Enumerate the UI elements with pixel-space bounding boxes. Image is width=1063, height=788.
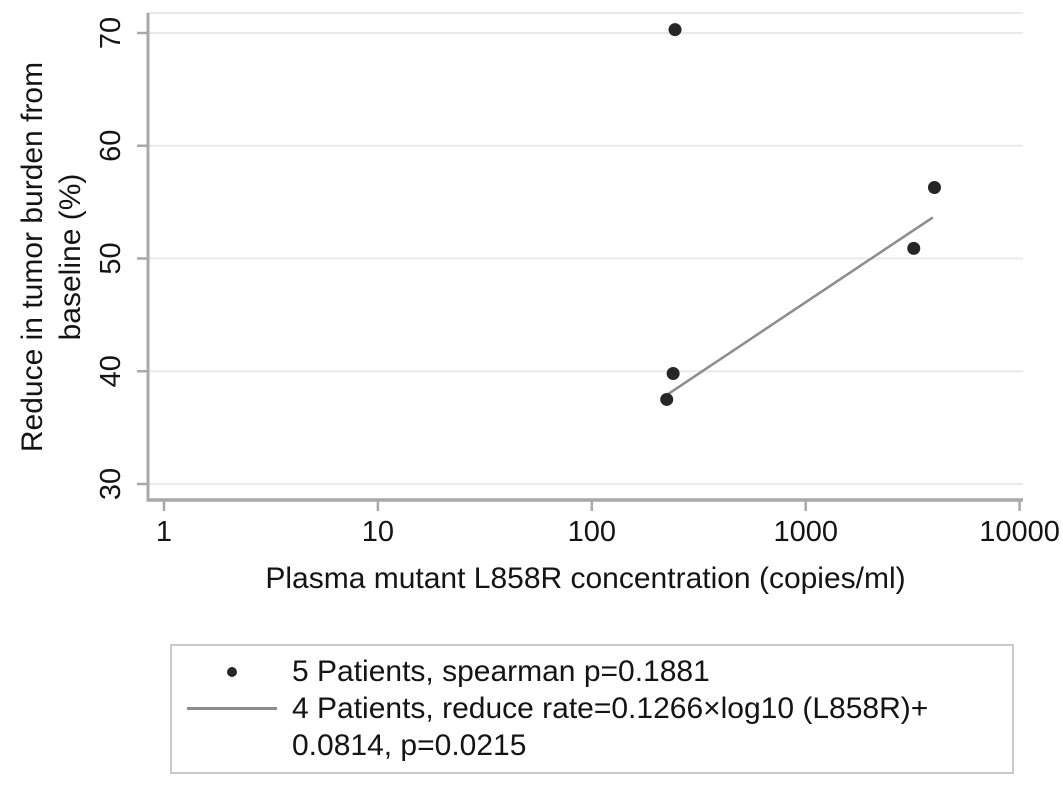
y-axis-title-line1: Reduce in tumor burden from [16,61,49,453]
legend-entry-fitline-wrap: 0.0814, p=0.0215 [172,727,1008,764]
legend-entry-fitline: 4 Patients, reduce rate=0.1266×log10 (L8… [172,690,1008,727]
legend-entry-scatter: 5 Patients, spearman p=0.1881 [172,653,1008,690]
scatter-plot: 30 40 50 60 70 1 10 100 1000 10000 [95,12,1060,548]
data-point [927,180,941,194]
regression-line [667,216,934,396]
y-axis-title-line2: baseline (%) [54,173,87,341]
legend-entry-fitline-label: 4 Patients, reduce rate=0.1266×log10 (L8… [292,691,929,725]
y-axis-title: Reduce in tumor burden from baseline (%) [14,0,90,517]
legend-marker-cell [172,707,292,710]
data-point [668,23,682,37]
x-tick-label: 1 [156,516,172,548]
x-axis-title: Plasma mutant L858R concentration (copie… [265,562,906,595]
x-tick-label: 10 [362,516,394,548]
legend-entry-fitline-label-line2: 0.0814, p=0.0215 [292,728,527,762]
data-point [660,392,674,406]
legend-entry-scatter-label: 5 Patients, spearman p=0.1881 [292,654,710,688]
x-tick-label: 1000 [773,516,838,548]
x-tick-label: 10000 [979,516,1060,548]
data-point [666,367,680,381]
data-point [907,241,921,255]
y-tick-label: 50 [95,242,127,274]
legend-box: 5 Patients, spearman p=0.1881 4 Patients… [170,644,1014,774]
line-marker-icon [187,707,277,710]
legend-marker-cell [172,666,292,677]
y-tick-label: 30 [95,468,127,500]
y-tick-label: 40 [95,355,127,387]
y-tick-label: 70 [95,17,127,49]
y-tick-label: 60 [95,130,127,162]
dot-marker-icon [227,666,237,677]
x-tick-label: 100 [568,516,616,548]
